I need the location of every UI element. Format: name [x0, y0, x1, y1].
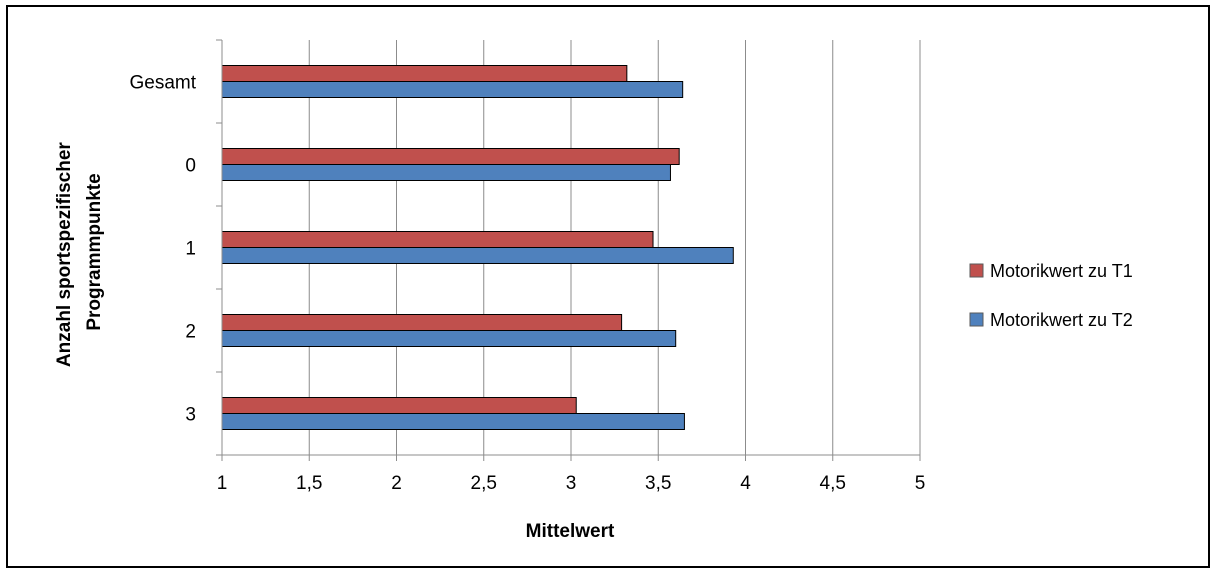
- x-tick-label-3: 2,5: [471, 473, 497, 494]
- x-tick-label-8: 5: [915, 473, 926, 494]
- axes: [216, 39, 921, 461]
- bar-t1-1: [221, 148, 680, 165]
- bar-t2-1: [221, 164, 671, 181]
- y-axis-title-line-1: Anzahl sportspezifischer: [54, 142, 75, 367]
- bar-t1-2: [221, 231, 654, 248]
- x-tick-labels: 1 1,5 2 2,5 3 3,5 4 4,5 5: [217, 473, 926, 494]
- x-axis-title: Mittelwert: [526, 521, 615, 542]
- x-tick-label-5: 3,5: [645, 473, 671, 494]
- x-tick-label-4: 3: [566, 473, 577, 494]
- legend-swatch-t1: [969, 263, 984, 278]
- legend-swatch-t2: [969, 312, 984, 327]
- bar-t1-4: [221, 397, 577, 414]
- chart-frame: [6, 5, 1210, 568]
- bar-t1-0: [221, 65, 628, 82]
- y-tick-label-3: 2: [185, 322, 196, 343]
- y-axis-title-line-2: Programmpunkte: [84, 173, 105, 330]
- bar-t2-3: [221, 330, 677, 347]
- y-tick-label-0: Gesamt: [129, 73, 196, 94]
- x-tick-label-6: 4: [740, 473, 751, 494]
- bar-t2-2: [221, 247, 734, 264]
- x-tick-label-7: 4,5: [820, 473, 846, 494]
- legend: Motorikwert zu T1 Motorikwert zu T2: [969, 261, 1133, 330]
- bar-t2-4: [221, 413, 685, 430]
- x-tick-label-1: 1,5: [296, 473, 322, 494]
- legend-label-t2: Motorikwert zu T2: [990, 310, 1133, 330]
- y-tick-label-4: 3: [185, 405, 196, 426]
- bar-t2-0: [221, 81, 684, 98]
- bar-t1-3: [221, 314, 623, 331]
- y-tick-labels: Gesamt 0 1 2 3: [129, 73, 196, 426]
- y-tick-label-1: 0: [185, 156, 196, 177]
- y-tick-label-2: 1: [185, 239, 196, 260]
- x-tick-label-0: 1: [217, 473, 228, 494]
- y-axis-title: Anzahl sportspezifischer Programmpunkte: [54, 137, 105, 367]
- legend-label-t1: Motorikwert zu T1: [990, 261, 1133, 281]
- x-tick-label-2: 2: [391, 473, 402, 494]
- bars: [221, 65, 734, 430]
